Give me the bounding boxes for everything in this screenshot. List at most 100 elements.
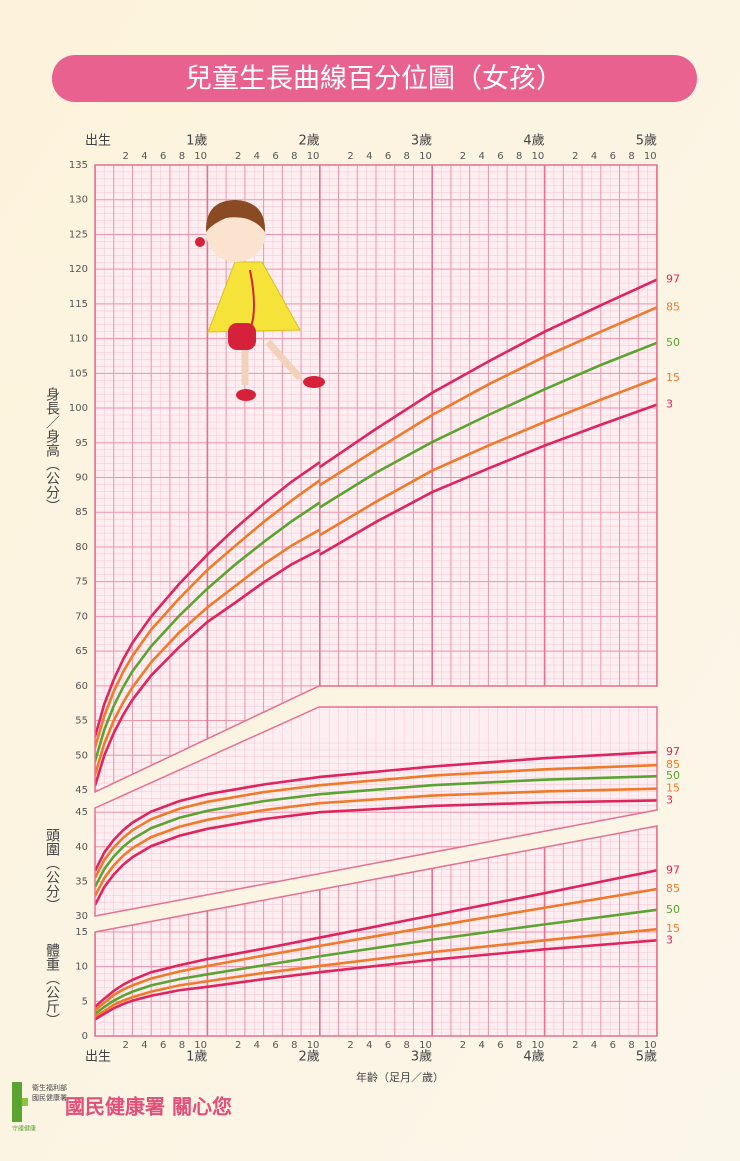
x-tick-month-label: 10 [307,151,320,162]
logo-text: 國民健康署 [32,1093,67,1102]
panel-border [94,164,658,794]
x-tick-month-label: 10 [419,1040,432,1051]
x-tick-month-label: 8 [404,151,410,162]
x-tick-year-label: 2歲 [299,1050,320,1065]
percentile-line [95,750,657,872]
x-tick-year-label: 1歲 [186,1050,207,1065]
y-tick-label: 115 [69,299,88,310]
x-tick-month-label: 4 [591,151,597,162]
x-tick-month-label: 8 [404,1040,410,1051]
series-label: 3 [666,793,673,806]
series-label: 3 [666,933,673,946]
panel-border [94,825,658,1037]
series-label: 97 [666,863,680,876]
x-tick-month-label: 2 [572,151,578,162]
x-tick-month-label: 4 [366,1040,372,1051]
x-tick-month-label: 10 [194,151,207,162]
x-tick-month-label: 4 [141,1040,147,1051]
x-tick-year-label: 5歲 [636,134,657,149]
series-label: 15 [666,922,680,935]
x-tick-year-label: 3歲 [411,1050,432,1065]
girl-illustration [195,200,325,401]
x-tick-month-label: 6 [272,151,278,162]
y-tick-label: 85 [75,507,88,518]
y-tick-label: 105 [69,368,88,379]
y-tick-label: 50 [75,750,88,761]
logo-text: 衛生福利部 [32,1083,67,1092]
percentile-line [95,774,657,888]
x-tick-month-label: 6 [497,1040,503,1051]
x-tick-month-label: 10 [644,151,657,162]
x-tick-year-label: 出生 [85,1050,111,1065]
x-tick-month-label: 6 [160,151,166,162]
x-tick-month-label: 8 [291,151,297,162]
x-tick-month-label: 8 [628,151,634,162]
series-label: 97 [666,273,680,286]
x-tick-year-label: 4歲 [523,134,544,149]
series-label: 15 [666,371,680,384]
percentile-line [95,927,657,1018]
x-tick-month-label: 6 [272,1040,278,1051]
percentile-line [95,306,657,749]
percentile-line [95,908,657,1015]
y-tick-label: 100 [69,403,88,414]
x-tick-year-label: 2歲 [299,134,320,149]
y-axis-label: 體重（公斤） [44,943,60,1027]
x-tick-month-label: 8 [179,1040,185,1051]
y-tick-label: 0 [82,1031,88,1042]
x-tick-month-label: 10 [194,1040,207,1051]
x-tick-month-label: 6 [385,1040,391,1051]
percentile-line [95,939,657,1021]
logo [12,1082,28,1122]
x-tick-month-label: 10 [531,1040,544,1051]
x-tick-month-label: 6 [385,151,391,162]
y-tick-label: 70 [75,611,88,622]
y-tick-label: 15 [75,927,88,938]
x-tick-month-label: 10 [307,1040,320,1051]
x-tick-month-label: 8 [516,1040,522,1051]
x-tick-month-label: 4 [366,151,372,162]
x-tick-month-label: 4 [141,151,147,162]
series-label: 85 [666,300,680,313]
percentile-line [95,763,657,879]
x-tick-month-label: 8 [516,151,522,162]
y-tick-label: 65 [75,646,88,657]
y-tick-label: 30 [75,911,88,922]
series-label: 85 [666,758,680,771]
x-tick-month-label: 4 [591,1040,597,1051]
x-tick-year-label: 出生 [85,134,111,149]
panel-border [94,706,658,917]
y-tick-label: 80 [75,542,88,553]
x-tick-year-label: 5歲 [636,1050,657,1065]
percentile-line [95,403,657,787]
x-tick-month-label: 2 [460,1040,466,1051]
x-tick-month-label: 6 [610,1040,616,1051]
x-tick-month-label: 2 [123,1040,129,1051]
percentile-line [95,869,657,1008]
percentile-line [95,787,657,897]
x-tick-month-label: 8 [291,1040,297,1051]
y-tick-label: 45 [75,807,88,818]
y-tick-label: 120 [69,264,88,275]
x-tick-month-label: 2 [123,151,129,162]
x-tick-month-label: 8 [179,151,185,162]
series-label: 15 [666,782,680,795]
x-tick-month-label: 6 [160,1040,166,1051]
series-label: 50 [666,769,680,782]
y-tick-label: 10 [75,962,88,973]
y-axis-label: 頭圍（公分） [44,828,60,912]
x-tick-month-label: 2 [235,151,241,162]
x-tick-month-label: 4 [478,151,484,162]
x-tick-month-label: 4 [254,151,260,162]
x-tick-month-label: 8 [628,1040,634,1051]
series-label: 85 [666,882,680,895]
x-tick-month-label: 6 [497,151,503,162]
x-tick-month-label: 6 [610,151,616,162]
y-tick-label: 35 [75,876,88,887]
percentile-line [95,799,657,906]
x-tick-month-label: 2 [572,1040,578,1051]
x-tick-month-label: 2 [347,1040,353,1051]
x-tick-month-label: 2 [460,151,466,162]
y-tick-label: 45 [75,785,88,796]
y-tick-label: 130 [69,195,88,206]
